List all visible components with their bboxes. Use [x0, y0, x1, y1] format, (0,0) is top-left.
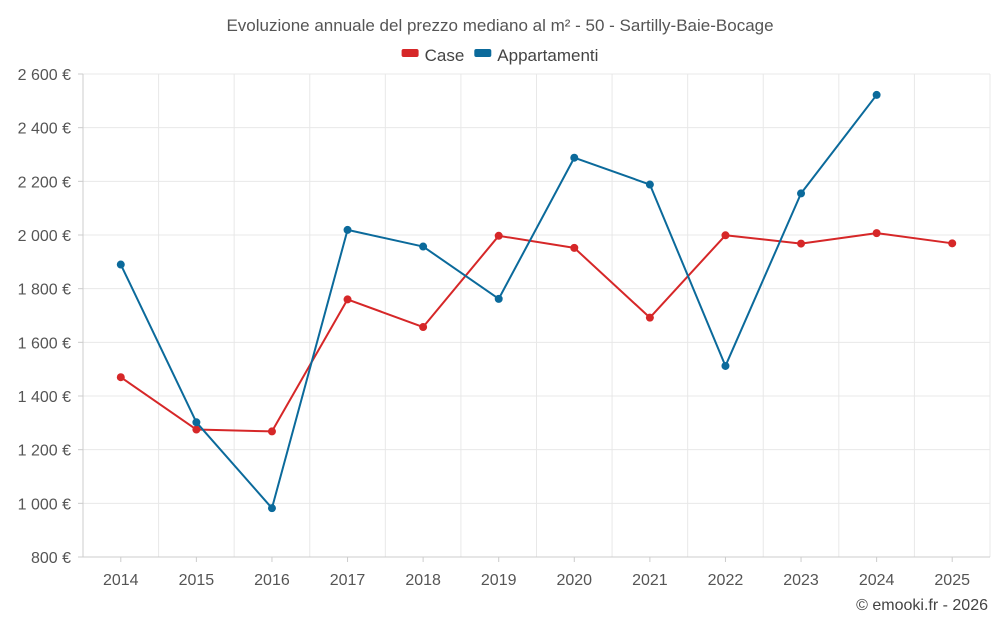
data-point-appartamenti[interactable] [872, 90, 881, 99]
data-point-appartamenti[interactable] [116, 260, 125, 269]
data-point-case[interactable] [494, 231, 503, 240]
x-tick-label: 2018 [405, 572, 441, 589]
x-tick-label: 2020 [556, 572, 592, 589]
x-axis: 2014 2015 2016 2017 2018 2019 2020 2021 2022 2023… [83, 556, 990, 589]
x-tick-label: 2021 [632, 572, 668, 589]
data-point-case[interactable] [721, 231, 730, 240]
data-point-appartamenti[interactable] [570, 153, 579, 162]
data-point-case[interactable] [343, 295, 352, 304]
grid [82, 73, 991, 558]
y-tick-label: 2 000 € [18, 228, 71, 245]
data-point-case[interactable] [419, 323, 428, 332]
legend-item-case[interactable]: Case [401, 46, 465, 65]
legend-label: Appartamenti [497, 46, 598, 65]
y-tick-label: 2 200 € [18, 174, 71, 191]
data-point-case[interactable] [570, 243, 579, 252]
x-tick-label: 2014 [103, 572, 139, 589]
series-line-case [120, 232, 953, 433]
data-point-appartamenti[interactable] [645, 180, 654, 189]
data-point-appartamenti[interactable] [419, 242, 428, 251]
y-axis: 800 € 1 000 € 1 200 € 1 400 € 1 600 € 1 800 €… [18, 67, 84, 567]
x-tick-label: 2023 [783, 572, 819, 589]
data-point-appartamenti[interactable] [797, 189, 806, 198]
x-tick-label: 2017 [330, 572, 366, 589]
data-point-appartamenti[interactable] [192, 418, 201, 427]
data-point-appartamenti[interactable] [721, 361, 730, 370]
data-point-case[interactable] [267, 427, 276, 436]
x-tick-label: 2025 [934, 572, 970, 589]
credit-text: © emooki.fr - 2026 [856, 597, 988, 614]
y-tick-label: 1 400 € [18, 389, 71, 406]
data-point-case[interactable] [797, 239, 806, 248]
legend-swatch [474, 49, 492, 57]
y-tick-label: 1 000 € [18, 496, 71, 513]
y-tick-label: 2 600 € [18, 67, 71, 84]
y-tick-label: 1 200 € [18, 443, 71, 460]
legend-swatch [401, 49, 419, 57]
data-point-case[interactable] [645, 313, 654, 322]
series [116, 90, 957, 513]
x-tick-label: 2016 [254, 572, 290, 589]
y-tick-label: 1 600 € [18, 335, 71, 352]
legend-label: Case [425, 46, 465, 65]
data-point-appartamenti[interactable] [494, 294, 503, 303]
data-point-appartamenti[interactable] [267, 504, 276, 513]
x-tick-label: 2015 [179, 572, 215, 589]
y-tick-label: 2 400 € [18, 121, 71, 138]
legend-item-appartamenti[interactable]: Appartamenti [474, 46, 598, 65]
x-tick-label: 2019 [481, 572, 517, 589]
chart-title: Evoluzione annuale del prezzo mediano al… [226, 16, 773, 35]
y-tick-label: 800 € [31, 550, 71, 567]
y-tick-label: 1 800 € [18, 282, 71, 299]
x-tick-label: 2022 [708, 572, 744, 589]
legend: Case Appartamenti [401, 46, 598, 65]
data-point-case[interactable] [116, 373, 125, 382]
x-tick-label: 2024 [859, 572, 895, 589]
data-point-case[interactable] [192, 425, 201, 434]
data-point-appartamenti[interactable] [343, 225, 352, 234]
data-point-case[interactable] [872, 229, 881, 238]
data-point-case[interactable] [948, 239, 957, 248]
